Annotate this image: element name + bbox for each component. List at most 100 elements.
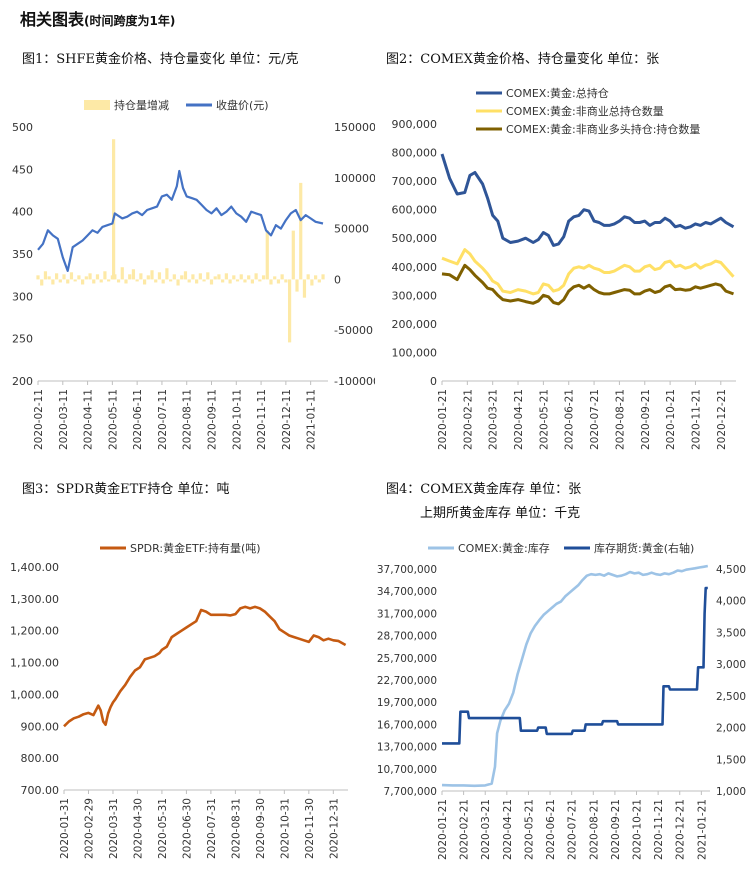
bar — [103, 271, 107, 280]
y2-tick-label: -100000 — [334, 375, 375, 388]
fig3-chart: 1,400.00 1,300.00 1,200.00 1,100.00 1,000.00… — [10, 541, 348, 859]
bar — [228, 279, 232, 284]
bar — [314, 275, 318, 280]
x-tick-label: 2020-05-21 — [523, 799, 535, 860]
bar — [135, 279, 139, 282]
bar — [113, 274, 117, 280]
y-tick-label: 350 — [12, 248, 33, 261]
x-tick-label: 2020-11-30 — [304, 798, 316, 859]
series-line — [441, 248, 735, 296]
bar — [43, 271, 48, 280]
y-tick-label: 28,700,000 — [377, 631, 437, 643]
x-tick-label: 2020-09-21 — [610, 799, 622, 860]
y-tick-label: 0 — [430, 375, 437, 388]
x-tick-label: 2020-04-21 — [513, 389, 525, 450]
y-tick-label: 25,700,000 — [377, 653, 437, 665]
series-line — [442, 586, 708, 745]
bar — [291, 230, 295, 280]
y-tick-label: 1,200.00 — [10, 625, 59, 638]
x-tick-label: 2020-04-11 — [83, 389, 95, 450]
bar — [295, 279, 299, 292]
fig3-title: 图3：SPDR黄金ETF持仓 单位：吨 — [22, 482, 230, 497]
x-tick-label: 2020-05-11 — [107, 389, 119, 450]
bar — [69, 272, 74, 280]
bar — [172, 274, 176, 280]
y2-tick-label: 4,000 — [716, 596, 746, 608]
bar — [120, 267, 124, 280]
bar — [191, 274, 195, 280]
fig2-chart: 900,000 800,000 700,000 600,000 500,000 400,0… — [392, 86, 736, 450]
x-tick-label: 2020-03-31 — [108, 798, 120, 859]
page-heading: 相关图表(时间跨度为1年) — [20, 6, 175, 30]
bar — [280, 274, 284, 280]
y-tick-label: 19,700,000 — [377, 697, 437, 709]
x-tick-label: 2020-03-11 — [58, 389, 70, 450]
x-tick-label: 2020-07-11 — [157, 389, 169, 450]
bar — [302, 279, 307, 298]
y-tick-label: 700.00 — [21, 784, 60, 797]
y-tick-label: 34,700,000 — [377, 586, 437, 598]
legend-label: SPDR:黄金ETF:持有量(吨) — [130, 541, 261, 555]
bar — [77, 275, 81, 280]
x-tick-label: 2020-07-21 — [589, 389, 601, 450]
bar — [131, 269, 136, 280]
y-tick-label: 500 — [12, 121, 33, 134]
bar — [250, 279, 255, 284]
bar — [73, 279, 77, 282]
y-tick-label: 100,000 — [392, 346, 438, 359]
y-tick-label: 22,700,000 — [377, 675, 437, 687]
series-line — [440, 153, 735, 247]
fig2-title: 图2：COMEX黄金价格、持仓量变化 单位：张 — [386, 52, 660, 67]
y2-tick-label: 4,500 — [716, 564, 746, 576]
y-tick-label: 800,000 — [392, 147, 438, 160]
legend-label: COMEX:黄金:总持仓 — [506, 86, 609, 100]
bar — [213, 276, 217, 280]
bar — [183, 271, 188, 280]
x-tick-label: 2020-07-31 — [206, 798, 218, 859]
y-tick-label: 1,000.00 — [10, 688, 59, 701]
bar — [299, 182, 303, 280]
x-tick-label: 2020-10-31 — [279, 798, 291, 859]
bar — [62, 274, 66, 280]
legend-label: COMEX:黄金:非商业总持仓数量 — [506, 104, 664, 118]
bar — [99, 279, 103, 283]
bar — [261, 275, 266, 280]
y2-tick-label: 1,000 — [716, 786, 746, 798]
bar — [235, 279, 240, 282]
bar — [58, 279, 62, 283]
bar — [273, 276, 277, 280]
x-tick-label: 2020-06-21 — [545, 799, 557, 860]
bar — [150, 270, 154, 280]
bar — [88, 273, 92, 280]
y-tick-label: 1,100.00 — [10, 657, 59, 670]
x-tick-label: 2020-07-21 — [567, 799, 579, 860]
x-tick-label: 2020-09-21 — [640, 389, 652, 450]
y2-tick-label: 3,000 — [716, 659, 746, 671]
x-tick-label: 2020-06-30 — [181, 798, 193, 859]
bar — [209, 279, 214, 285]
bar — [161, 279, 165, 284]
bar — [139, 273, 143, 280]
y-tick-label: 450 — [12, 163, 33, 176]
y-tick-label: 31,700,000 — [377, 608, 437, 620]
y-tick-label: 1,300.00 — [10, 593, 59, 606]
x-tick-label: 2020-03-21 — [488, 389, 500, 450]
x-tick-label: 2020-08-21 — [614, 389, 626, 450]
bar — [84, 276, 88, 280]
bar — [269, 279, 273, 285]
bar — [146, 275, 150, 280]
bar — [40, 279, 44, 286]
x-tick-label: 2020-04-30 — [132, 798, 144, 859]
x-tick-label: 2020-05-31 — [157, 798, 169, 859]
legend-label: COMEX:黄金:库存 — [458, 541, 550, 555]
y2-tick-label: 0 — [334, 273, 341, 286]
bar — [224, 273, 228, 280]
x-tick-label: 2021-01-21 — [696, 799, 708, 860]
bar — [92, 279, 96, 284]
x-tick-label: 2020-02-21 — [462, 389, 474, 450]
bar — [254, 273, 258, 280]
x-tick-label: 2020-10-21 — [665, 389, 677, 450]
legend-label: 收盘价(元) — [216, 98, 269, 112]
legend-label: 持仓量增减 — [114, 98, 169, 112]
bar — [276, 279, 281, 284]
